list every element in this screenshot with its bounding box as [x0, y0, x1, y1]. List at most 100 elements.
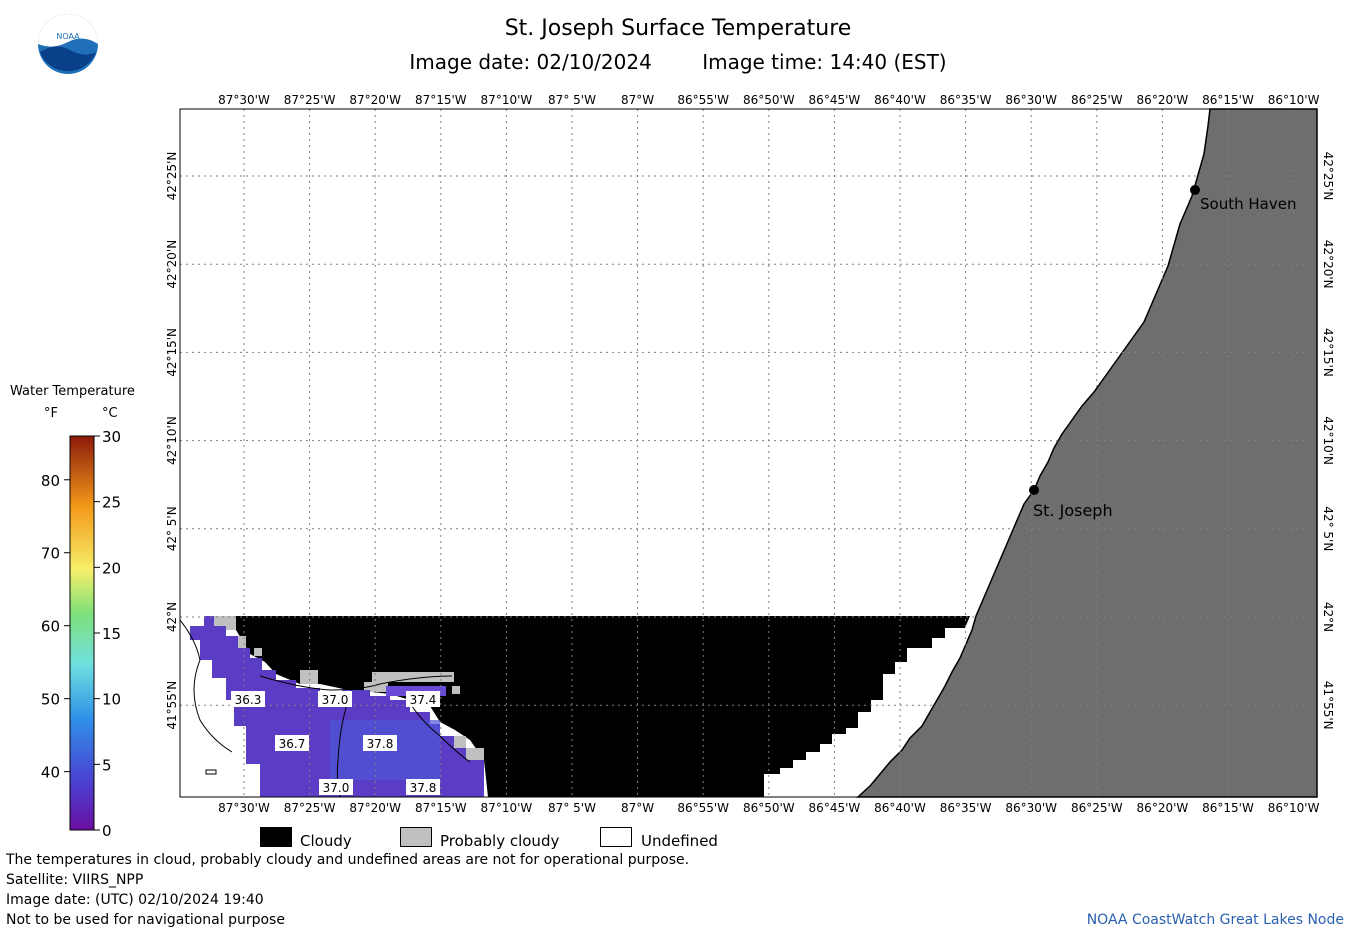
lon-label-bottom: 87°15'W [415, 801, 467, 815]
lon-label-top: 86°45'W [809, 93, 861, 107]
lat-label-left: 42°N [165, 602, 179, 632]
lon-label-top: 87°20'W [349, 93, 401, 107]
utc-date-text: Image date: (UTC) 02/10/2024 19:40 [6, 892, 264, 908]
temperature-label-bg [319, 779, 353, 795]
map-frame [179, 108, 1318, 798]
lon-label-top: 87°15'W [415, 93, 467, 107]
temperature-label: 37.8 [410, 781, 437, 795]
satellite-text: Satellite: VIIRS_NPP [6, 872, 144, 888]
contour-line [407, 699, 471, 763]
fahrenheit-ticks: 80 70 60 50 40 [41, 472, 70, 782]
lat-label-left: 42°10'N [165, 416, 179, 465]
lon-label-top: 86°25'W [1071, 93, 1123, 107]
legend-unit-c: °C [102, 406, 118, 421]
celsius-tick-label: 20 [102, 559, 121, 577]
legend-unit-f: °F [44, 406, 58, 421]
temperature-label: 37.0 [323, 781, 350, 795]
celsius-tick-label: 30 [102, 430, 121, 446]
temperature-label: 36.7 [279, 737, 306, 751]
latitude-labels-left: 42°25'N 42°20'N 42°15'N 42°10'N 42° 5'N 42°N 4… [165, 152, 179, 730]
cloudy-swatch [260, 827, 292, 847]
lon-label-bottom: 86°20'W [1137, 801, 1189, 815]
image-datetime: Image date: 02/10/2024 Image time: 14:40… [0, 50, 1356, 74]
lon-label-bottom: 87°25'W [284, 801, 336, 815]
lon-label-top: 87°25'W [284, 93, 336, 107]
map-title: St. Joseph Surface Temperature [504, 16, 852, 41]
lon-label-top: 87°10'W [481, 93, 533, 107]
temperature-label: 37.8 [367, 737, 394, 751]
navigation-warning: Not to be used for navigational purpose [6, 912, 285, 928]
lon-label-bottom: 87°10'W [481, 801, 533, 815]
lon-label-top: 86°20'W [1137, 93, 1189, 107]
celsius-tick-label: 0 [102, 822, 112, 840]
undefined-swatch [600, 827, 632, 847]
temperature-label: 37.4 [410, 693, 437, 707]
lon-label-bottom: 87°20'W [349, 801, 401, 815]
disclaimer-text: The temperatures in cloud, probably clou… [6, 852, 690, 868]
lon-label-bottom: 86°45'W [809, 801, 861, 815]
land-area [856, 108, 1318, 798]
lon-label-top: 86°50'W [743, 93, 795, 107]
contour-line [259, 675, 453, 691]
image-date: Image date: 02/10/2024 [409, 50, 652, 74]
temperature-label-bg [231, 691, 265, 707]
cloudy-label: Cloudy [300, 832, 352, 850]
lon-label-bottom: 87° 5'W [548, 801, 596, 815]
logo-bird [38, 14, 98, 47]
south-haven-label: South Haven [1200, 195, 1296, 213]
lon-label-bottom: 86°55'W [677, 801, 729, 815]
lon-label-top: 86°10'W [1268, 93, 1320, 107]
lat-label-left: 41°55'N [165, 681, 179, 730]
lat-label-right: 42°10'N [1321, 416, 1335, 465]
fahrenheit-tick-label: 70 [41, 545, 60, 563]
celsius-tick-label: 25 [102, 494, 121, 512]
st-joseph-label: St. Joseph [1033, 501, 1113, 520]
latitude-labels-right: 42°25'N 42°20'N 42°15'N 42°10'N 42° 5'N 42°N 4… [1321, 152, 1335, 730]
lat-label-right: 42°N [1321, 602, 1335, 632]
colorbar-gradient [69, 435, 95, 831]
lat-label-right: 42°15'N [1321, 328, 1335, 377]
lon-label-top: 86°35'W [940, 93, 992, 107]
lat-label-left: 42° 5'N [165, 506, 179, 551]
temperature-label-bg [406, 691, 440, 707]
lat-label-right: 41°55'N [1321, 681, 1335, 730]
temperature-label: 36.3 [235, 693, 262, 707]
longitude-labels-bottom: 87°30'W 87°25'W 87°20'W 87°15'W 87°10'W 87° 5… [218, 801, 1319, 815]
temperature-label-bg [275, 735, 309, 751]
lon-label-top: 86°15'W [1202, 93, 1254, 107]
temperature-label-bg [406, 779, 440, 795]
celsius-ticks: 30 25 20 15 10 5 0 [94, 430, 121, 840]
logo-sea [40, 46, 96, 72]
fahrenheit-tick-label: 50 [41, 691, 60, 709]
temperature-label-bg [318, 691, 352, 707]
probably-cloudy-swatch [400, 827, 432, 847]
lon-label-top: 87° 5'W [548, 93, 596, 107]
lat-label-left: 42°20'N [165, 240, 179, 289]
contour-line [179, 619, 233, 753]
lat-label-right: 42°20'N [1321, 240, 1335, 289]
undefined-label: Undefined [641, 832, 718, 850]
lat-label-right: 42°25'N [1321, 152, 1335, 201]
lat-label-left: 42°25'N [165, 152, 179, 201]
south-haven-marker [1190, 185, 1200, 195]
longitude-labels-top: 87°30'W 87°25'W 87°20'W 87°15'W 87°10'W 87° 5… [218, 93, 1319, 107]
probably-cloudy-label: Probably cloudy [440, 832, 560, 850]
lon-label-top: 86°40'W [874, 93, 926, 107]
celsius-tick-label: 10 [102, 691, 121, 709]
island-outline [205, 769, 217, 775]
image-time: Image time: 14:40 (EST) [702, 50, 947, 74]
lat-label-left: 42°15'N [165, 328, 179, 377]
lon-label-bottom: 86°15'W [1202, 801, 1254, 815]
lon-label-bottom: 86°25'W [1071, 801, 1123, 815]
lon-label-top: 87°W [621, 93, 654, 107]
legend-title: Water Temperature [10, 384, 135, 399]
temperature-labels: 36.3 37.0 37.4 36.7 37.8 37.0 37.8 [231, 691, 440, 795]
fahrenheit-tick-label: 40 [41, 764, 60, 782]
lat-label-right: 42° 5'N [1321, 506, 1335, 551]
lon-label-top: 86°30'W [1005, 93, 1057, 107]
lon-label-bottom: 87°W [621, 801, 654, 815]
st-joseph-marker [1029, 485, 1039, 495]
temperature-label-bg [363, 735, 397, 751]
